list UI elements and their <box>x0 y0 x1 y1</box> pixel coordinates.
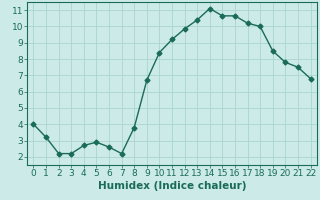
X-axis label: Humidex (Indice chaleur): Humidex (Indice chaleur) <box>98 181 246 191</box>
